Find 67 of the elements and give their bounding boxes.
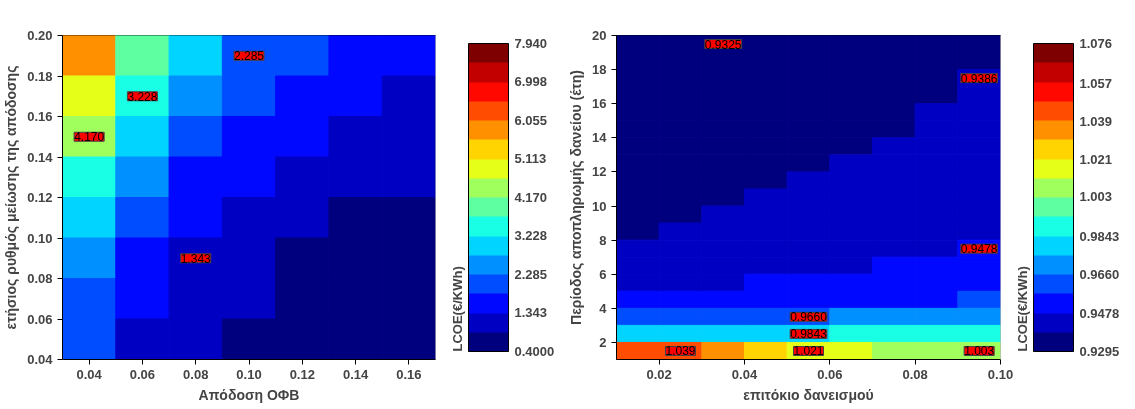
- color-bar-label: 0.9478: [1079, 305, 1120, 321]
- x-tick-label: 0.04: [76, 366, 103, 382]
- x-tick-label: 0.04: [731, 366, 758, 382]
- x-tick-label: 0.10: [236, 366, 262, 382]
- y-tick-label: 16: [592, 96, 607, 112]
- color-bar-label: 7.940: [514, 36, 548, 51]
- x-tick-label: 0.06: [817, 366, 843, 382]
- y-tick-label: 0.20: [27, 28, 53, 43]
- y-tick-label: 0.16: [27, 109, 53, 124]
- annotation: 4.170: [74, 130, 105, 145]
- annotation: 1.021: [793, 344, 824, 359]
- y-tick-label: 14: [592, 130, 608, 146]
- annotation: 3.228: [127, 89, 158, 104]
- color-bar-label: 1.021: [1079, 151, 1113, 167]
- x-tick-label: 0.14: [342, 366, 369, 382]
- color-bar-label: 1.039: [1079, 113, 1113, 129]
- y-tick-label: 2: [599, 334, 607, 350]
- annotation: 0.9660: [790, 310, 828, 325]
- y-tick-label: 0.04: [27, 352, 54, 367]
- y-tick-label: 18: [592, 62, 607, 78]
- y-tick-label: 6: [599, 266, 607, 282]
- annotation: 0.9843: [790, 327, 828, 342]
- y-tick-label: 20: [592, 28, 607, 43]
- y-tick-label: 0.06: [27, 311, 53, 327]
- color-bar-title: LCOE(€/KWh): [1014, 266, 1030, 352]
- x-axis-title: Απόδοση ΟΦΒ: [198, 386, 300, 403]
- y-tick-label: 12: [592, 164, 607, 180]
- x-tick-label: 0.12: [289, 366, 315, 382]
- x-tick-label: 0.10: [987, 366, 1014, 382]
- color-bar-label: 0.9295: [1079, 344, 1120, 359]
- color-bar-label: 6.998: [514, 74, 548, 90]
- y-tick-label: 0.18: [27, 68, 53, 84]
- color-bar-label: 1.003: [1079, 189, 1113, 205]
- y-tick-label: 8: [599, 232, 607, 248]
- y-tick-label: 4: [599, 300, 608, 316]
- y-tick-label: 10: [592, 198, 607, 214]
- color-bar-label: 3.228: [514, 228, 548, 244]
- color-bar-label: 2.285: [514, 267, 548, 282]
- y-tick-label: 0.10: [27, 230, 53, 246]
- x-tick-label: 0.06: [129, 366, 156, 382]
- color-bar-label: 1.343: [514, 305, 548, 321]
- annotation: 0.9478: [960, 242, 998, 257]
- annotation: 1.343: [180, 251, 212, 266]
- x-tick-label: 0.08: [902, 366, 928, 382]
- color-bar-label: 1.057: [1079, 75, 1113, 91]
- color-bar-label: 1.076: [1079, 36, 1113, 51]
- x-tick-label: 0.08: [183, 366, 209, 382]
- x-axis-title: επιτόκιο δανεισμού: [743, 386, 874, 403]
- y-axis-title: ετήσιος ρυθμός μείωσης της απόδοσης: [3, 65, 20, 330]
- x-tick-label: 0.02: [646, 366, 672, 382]
- annotation: 2.285: [233, 49, 265, 64]
- color-bar-label: 0.9660: [1079, 267, 1120, 283]
- color-bar-label: 0.9843: [1079, 228, 1120, 244]
- annotation: 0.9386: [960, 71, 998, 86]
- annotation: 1.039: [665, 344, 696, 359]
- annotation: 1.003: [964, 344, 995, 359]
- color-bar-label: 4.170: [514, 190, 548, 205]
- color-bar-label: 0.4000: [514, 344, 555, 359]
- color-bar-title: LCOE(€/KWh): [449, 266, 465, 352]
- y-axis-title: Περίοδος αποπληρωμής δανείου (έτη): [568, 70, 585, 325]
- x-tick-label: 0.16: [396, 366, 422, 382]
- color-bar-label: 5.113: [514, 151, 547, 167]
- y-tick-label: 0.08: [27, 271, 53, 286]
- y-tick-label: 0.12: [27, 190, 53, 205]
- color-bar-label: 6.055: [514, 113, 548, 128]
- annotation: 0.9325: [704, 37, 742, 52]
- y-tick-label: 0.14: [27, 149, 54, 165]
